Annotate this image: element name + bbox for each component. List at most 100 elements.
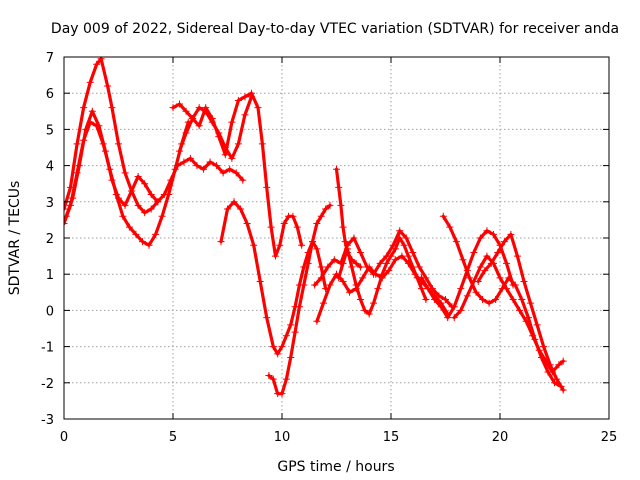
data-point — [533, 321, 541, 329]
data-point — [295, 303, 303, 311]
data-point — [339, 223, 347, 231]
data-point — [404, 252, 412, 260]
series-track — [64, 57, 162, 217]
data-point — [463, 292, 471, 300]
data-point — [200, 165, 208, 173]
data-point — [483, 227, 491, 235]
data-point — [400, 241, 408, 249]
data-point — [265, 372, 273, 380]
data-point — [385, 267, 393, 275]
data-point — [145, 241, 153, 249]
data-point — [293, 223, 301, 231]
data-point — [520, 277, 528, 285]
data-point — [551, 379, 558, 387]
data-point — [278, 343, 286, 351]
data-point — [483, 252, 491, 260]
data-point — [418, 274, 426, 282]
data-point — [186, 154, 194, 162]
data-point — [370, 299, 378, 307]
data-point — [169, 104, 177, 112]
data-point — [189, 115, 197, 123]
data-point — [337, 201, 345, 209]
y-tick-label: 6 — [46, 87, 54, 102]
x-tick-labels: 0 5 10 15 20 25 — [60, 430, 617, 445]
chart-title: Day 009 of 2022, Sidereal Day-to-day VTE… — [51, 21, 619, 37]
data-point — [182, 107, 190, 115]
data-point — [256, 277, 264, 285]
data-point — [80, 104, 88, 112]
data-point — [208, 118, 216, 126]
series-track — [64, 118, 192, 249]
data-point — [376, 259, 384, 267]
data-point — [147, 205, 155, 213]
data-point — [476, 263, 484, 271]
data-point — [182, 129, 190, 137]
series-track — [450, 252, 567, 376]
data-point — [287, 321, 295, 329]
data-point — [278, 390, 286, 398]
data-point — [333, 165, 340, 173]
data-point — [108, 176, 116, 184]
data-point — [527, 299, 535, 307]
series-track — [311, 227, 456, 311]
data-point — [326, 201, 334, 209]
data-point — [535, 346, 543, 354]
data-point — [522, 317, 530, 325]
data-point — [309, 238, 317, 246]
data-point — [409, 263, 417, 271]
series-line — [177, 95, 254, 160]
data-point — [317, 212, 325, 220]
series-track — [335, 234, 430, 318]
data-point — [559, 386, 567, 394]
data-point — [263, 183, 271, 191]
data-point — [237, 205, 245, 213]
data-point — [452, 238, 460, 246]
data-point — [335, 274, 343, 282]
data-point — [343, 248, 351, 256]
data-point — [173, 162, 181, 170]
x-tick-label: 15 — [383, 430, 400, 445]
data-point — [263, 314, 271, 322]
data-point — [348, 263, 356, 271]
data-point — [326, 281, 334, 289]
data-point — [439, 212, 447, 220]
data-point — [511, 281, 519, 289]
data-point — [317, 274, 325, 282]
data-point — [319, 299, 327, 307]
data-point — [489, 259, 497, 267]
data-point — [352, 281, 360, 289]
data-point — [437, 303, 445, 311]
data-point — [359, 274, 367, 282]
data-point — [304, 259, 312, 267]
y-tick-label: 7 — [46, 51, 54, 66]
data-point — [396, 234, 404, 242]
y-tick-label: 1 — [46, 268, 54, 283]
data-point — [121, 201, 129, 209]
data-point — [383, 259, 391, 267]
data-point — [513, 252, 521, 260]
data-point — [476, 234, 484, 242]
data-point — [335, 183, 343, 191]
data-point — [280, 220, 288, 228]
data-point — [505, 274, 513, 282]
data-point — [396, 227, 404, 235]
data-point — [154, 198, 162, 206]
x-tick-label: 5 — [169, 430, 177, 445]
data-point — [398, 252, 406, 260]
series-line — [219, 200, 328, 356]
y-tick-label: 0 — [46, 304, 54, 319]
data-point — [422, 296, 430, 304]
series-track — [64, 107, 247, 220]
data-point — [180, 158, 188, 166]
data-point — [219, 169, 227, 177]
data-point — [267, 223, 275, 231]
data-point — [339, 277, 347, 285]
data-point — [472, 288, 480, 296]
data-point — [289, 212, 297, 220]
data-point — [507, 230, 515, 238]
data-point — [147, 191, 155, 199]
data-point — [356, 263, 364, 271]
data-point — [228, 154, 236, 162]
y-tick-label: -3 — [41, 413, 54, 428]
